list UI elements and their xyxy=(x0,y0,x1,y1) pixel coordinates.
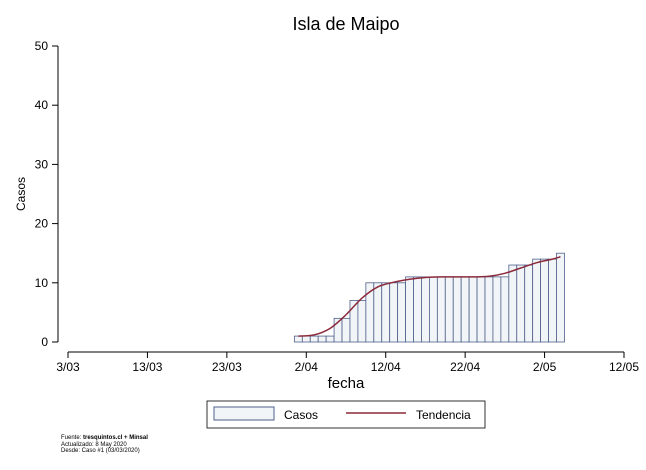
bar xyxy=(524,264,534,343)
bar xyxy=(484,276,494,343)
x-axis-label: fecha xyxy=(328,375,365,392)
bar xyxy=(452,276,462,343)
y-tick-label: 0 xyxy=(41,335,48,349)
bar xyxy=(413,276,422,343)
bar xyxy=(389,282,399,343)
bar xyxy=(405,276,414,343)
y-tick-label: 40 xyxy=(35,98,49,112)
bar xyxy=(548,258,557,343)
bar xyxy=(341,317,351,343)
x-tick-label: 2/04 xyxy=(295,360,319,374)
legend-label-tendencia: Tendencia xyxy=(416,408,471,422)
y-tick-label: 10 xyxy=(35,276,49,290)
bar xyxy=(532,258,542,343)
y-tick-label: 20 xyxy=(35,217,49,231)
bar xyxy=(508,264,518,343)
bar xyxy=(476,276,486,343)
x-tick-label: 2/05 xyxy=(533,360,557,374)
bar xyxy=(309,335,319,343)
bar xyxy=(460,276,470,343)
bar xyxy=(556,252,565,343)
bar xyxy=(293,335,303,343)
footnote-updated: Actualizado: 8 May 2020 xyxy=(61,441,127,448)
y-tick-label: 30 xyxy=(35,157,49,171)
legend-swatch-casos xyxy=(213,406,275,421)
bar xyxy=(381,282,391,343)
footnote: Fuente: tresquintos.cl + Minsal Actualiz… xyxy=(61,435,148,455)
bar xyxy=(444,276,454,343)
bar xyxy=(516,264,526,343)
bar xyxy=(373,282,383,343)
x-tick-label: 12/05 xyxy=(609,360,639,374)
bar xyxy=(325,335,335,343)
x-tick-label: 3/03 xyxy=(56,360,80,374)
x-tick-label: 22/04 xyxy=(450,360,480,374)
bar xyxy=(421,276,430,343)
bar xyxy=(436,276,446,343)
legend-label-casos: Casos xyxy=(284,408,318,422)
footnote-since: Desde: Caso #1 (03/03/2020) xyxy=(61,448,140,454)
x-tick-label: 12/04 xyxy=(371,360,401,374)
x-tick-label: 23/03 xyxy=(212,360,242,374)
y-tick-label: 50 xyxy=(35,39,49,53)
bar xyxy=(357,300,367,343)
x-tick-label: 13/03 xyxy=(132,360,162,374)
bar xyxy=(500,276,510,343)
legend: Casos Tendencia xyxy=(206,400,486,429)
bar xyxy=(540,258,549,343)
trend-line xyxy=(298,256,561,337)
bar xyxy=(317,335,327,343)
y-axis-label: Casos xyxy=(14,177,28,211)
chart-title: Isla de Maipo xyxy=(292,14,399,34)
bar xyxy=(301,335,311,343)
bar xyxy=(468,276,478,343)
footnote-source: Fuente: tresquintos.cl + Minsal xyxy=(61,435,148,441)
bar xyxy=(397,282,406,343)
bar xyxy=(428,276,438,343)
bar xyxy=(492,276,502,343)
